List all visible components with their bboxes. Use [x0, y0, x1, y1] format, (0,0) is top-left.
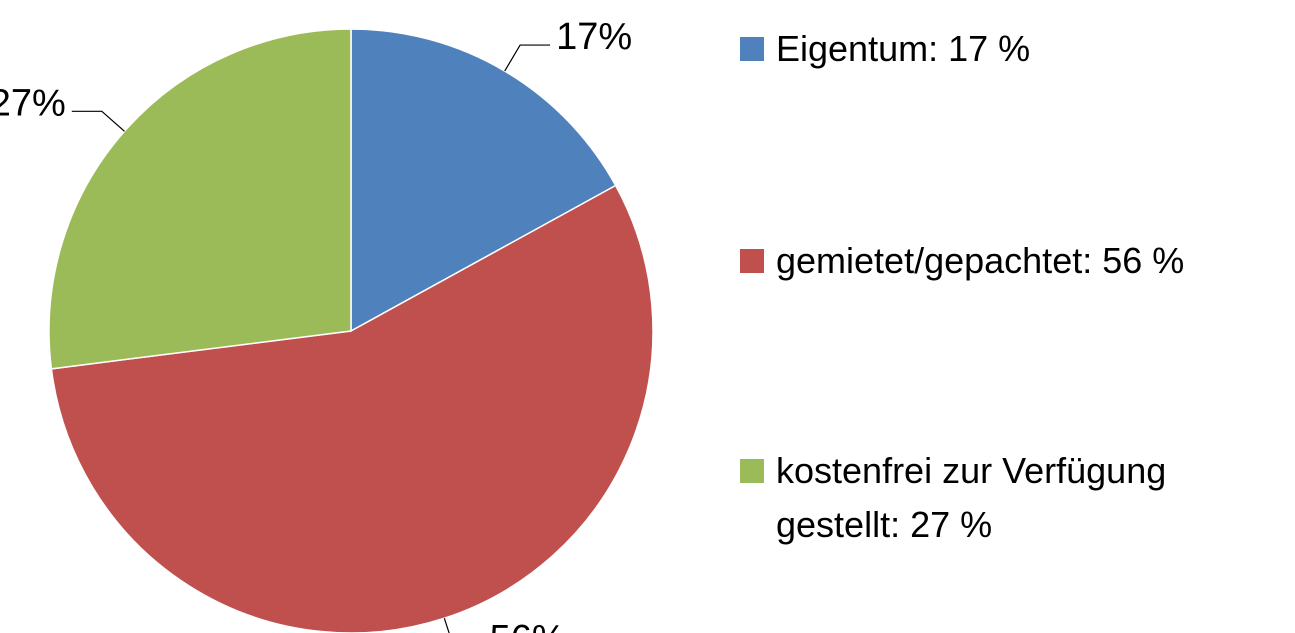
- legend-item: Eigentum: 17 %: [740, 22, 1280, 76]
- legend-swatch: [740, 459, 764, 483]
- leader-line: [443, 618, 450, 633]
- legend-item: gemietet/gepachtet: 56 %: [740, 234, 1280, 288]
- data-label: 17%: [556, 16, 632, 58]
- data-label: 27%: [0, 82, 66, 124]
- legend-swatch: [740, 249, 764, 273]
- legend-swatch: [740, 37, 764, 61]
- data-label: 56%: [490, 618, 566, 633]
- legend-label: kostenfrei zur Verfügung gestellt: 27 %: [776, 450, 1167, 545]
- leader-line: [71, 110, 125, 132]
- legend-label: Eigentum: 17 %: [776, 28, 1031, 69]
- leader-line: [504, 44, 551, 72]
- legend-label: gemietet/gepachtet: 56 %: [776, 240, 1185, 281]
- pie-slice: [50, 184, 654, 633]
- legend-item: kostenfrei zur Verfügung gestellt: 27 %: [740, 444, 1280, 552]
- pie-slice: [350, 28, 617, 333]
- pie-slice: [48, 28, 352, 370]
